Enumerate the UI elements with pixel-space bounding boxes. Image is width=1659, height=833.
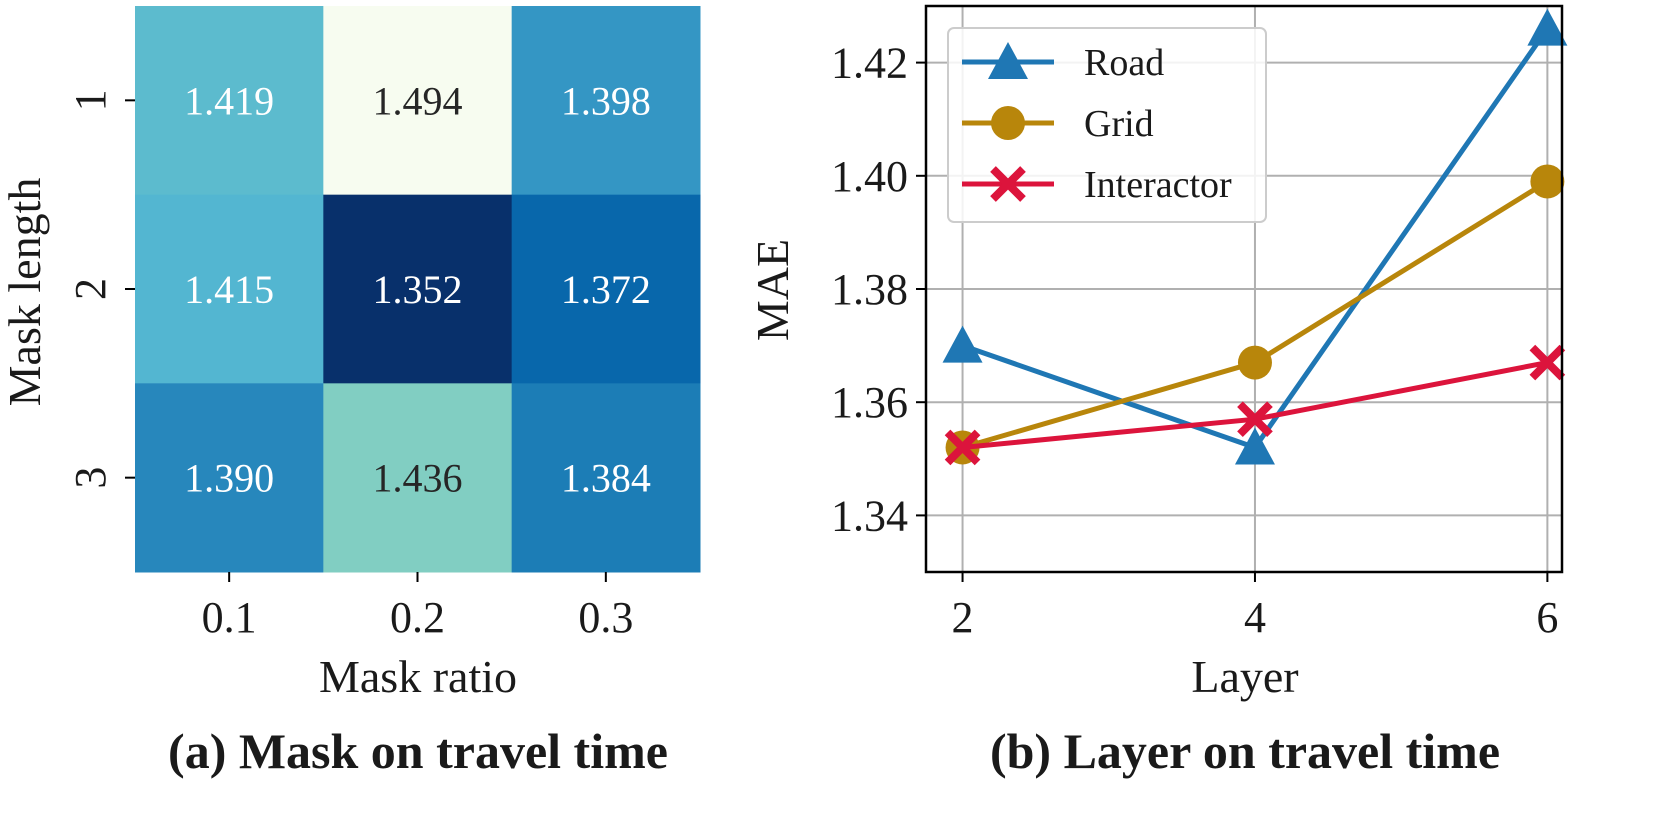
data-point-road <box>1527 8 1568 46</box>
heatmap-x-tick-label: 0.2 <box>390 593 445 642</box>
heatmap-caption: (a) Mask on travel time <box>168 723 668 779</box>
heatmap-y-tick-label: 2 <box>66 278 115 300</box>
legend-marker-road <box>988 42 1028 79</box>
heatmap-y-tick-label: 3 <box>66 467 115 489</box>
legend-marker-grid <box>991 106 1025 140</box>
data-point-grid <box>1237 345 1272 380</box>
heatmap-cell-label: 1.494 <box>373 78 463 123</box>
line-chart-y-tick-label: 1.34 <box>831 491 908 540</box>
legend: Road Grid Interactor <box>947 27 1267 223</box>
heatmap-cells: 1.419 1.494 1.398 1.415 1.352 1.372 1.390 1.436… <box>135 6 701 573</box>
heatmap-cell-label: 1.352 <box>373 267 463 312</box>
heatmap-cell <box>135 6 324 196</box>
data-point-road <box>1234 427 1275 465</box>
legend-marker-interactor <box>990 166 1026 202</box>
data-point-interactor <box>1529 344 1566 381</box>
heatmap-cell <box>511 194 701 384</box>
legend-label-road: Road <box>1084 42 1164 84</box>
line-chart-y-tick-label: 1.36 <box>831 378 908 427</box>
line-chart-y-ticks: 1.34 1.36 1.38 1.40 1.42 <box>831 39 926 540</box>
line-chart-x-ticks: 2 4 6 <box>952 572 1558 642</box>
line-chart-series <box>942 8 1568 466</box>
line-chart-y-axis-label: MAE <box>747 239 798 341</box>
heatmap-cell-label: 1.390 <box>184 456 274 501</box>
heatmap-x-tick-label: 0.3 <box>578 593 633 642</box>
line-chart-y-tick-label: 1.40 <box>831 152 908 201</box>
heatmap-x-tick-label: 0.1 <box>202 593 257 642</box>
heatmap-cell-label: 1.415 <box>184 267 274 312</box>
heatmap-x-axis-label: Mask ratio <box>319 651 517 702</box>
data-point-grid <box>1530 164 1565 199</box>
heatmap-cell <box>323 383 513 573</box>
heatmap-y-tick-label: 1 <box>66 89 115 111</box>
heatmap-cell-label: 1.419 <box>184 78 274 123</box>
line-chart-x-tick-label: 6 <box>1536 593 1558 642</box>
heatmap-cell <box>135 383 324 573</box>
line-chart-y-tick-label: 1.42 <box>831 39 908 88</box>
heatmap-cell-label: 1.372 <box>561 267 651 312</box>
series-interactor <box>944 344 1566 466</box>
line-chart-x-axis-label: Layer <box>1191 651 1298 702</box>
line-panel: 2 4 6 1.34 1.36 1.38 1.40 1.42 Road Grid Interac… <box>747 4 1568 779</box>
legend-label-grid: Grid <box>1084 103 1154 145</box>
data-point-interactor <box>1237 401 1273 438</box>
line-chart-y-tick-label: 1.38 <box>831 265 908 314</box>
heatmap-y-axis-label: Mask length <box>0 178 50 407</box>
heatmap-cell-label: 1.436 <box>373 456 463 501</box>
data-point-interactor <box>944 429 981 466</box>
heatmap-y-ticks: 1 2 3 <box>66 89 135 489</box>
heatmap-cell <box>323 194 513 384</box>
heatmap-x-ticks: 0.1 0.2 0.3 <box>202 572 633 642</box>
heatmap-cell-label: 1.398 <box>561 78 651 123</box>
legend-box <box>947 27 1267 223</box>
line-chart-x-tick-label: 4 <box>1244 593 1266 642</box>
heatmap-panel: 1.419 1.494 1.398 1.415 1.352 1.372 1.390 1.436… <box>0 6 701 779</box>
heatmap-cell <box>511 383 701 573</box>
heatmap-cell <box>323 6 513 196</box>
heatmap-cell <box>511 6 701 196</box>
legend-label-interactor: Interactor <box>1084 164 1232 206</box>
data-point-road <box>942 325 983 363</box>
heatmap-cell-label: 1.384 <box>561 456 651 501</box>
series-road <box>942 8 1568 465</box>
heatmap-cell <box>135 194 324 384</box>
line-chart-caption: (b) Layer on travel time <box>990 723 1500 779</box>
line-chart-x-tick-label: 2 <box>952 593 974 642</box>
